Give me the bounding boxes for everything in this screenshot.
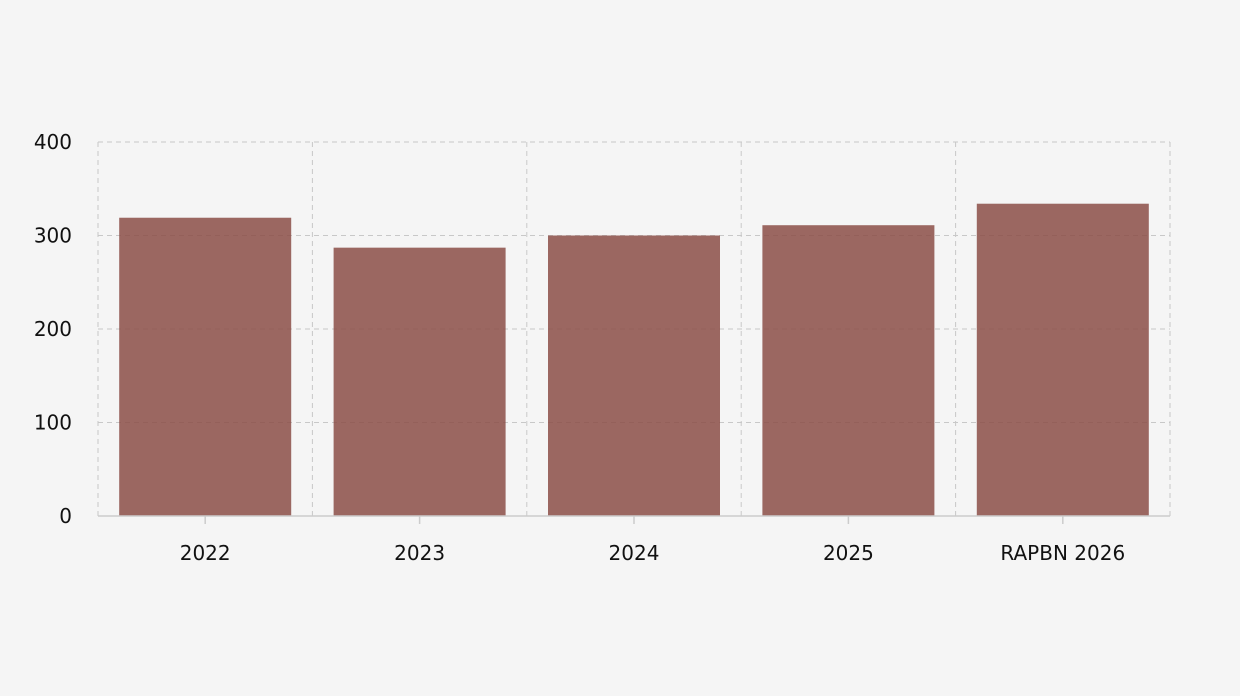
y-tick-label: 400 [34, 130, 72, 154]
bar-2023 [333, 247, 506, 516]
x-tick-label: 2024 [609, 541, 660, 565]
x-tick-label: 2025 [823, 541, 874, 565]
bar-rapbn-2026 [976, 203, 1149, 516]
bar-2025 [762, 225, 935, 516]
axes [98, 515, 1170, 524]
y-axis-labels: 0 100 200 300 400 [34, 130, 72, 528]
y-tick-label: 100 [34, 411, 72, 435]
y-tick-label: 200 [34, 317, 72, 341]
y-tick-label: 300 [34, 224, 72, 248]
bar-2022 [119, 217, 292, 517]
bars [119, 203, 1149, 517]
x-tick-label: 2022 [180, 541, 231, 565]
y-tick-label: 0 [59, 504, 72, 528]
x-tick-label: 2023 [394, 541, 445, 565]
x-axis-labels: 2022 2023 2024 2025 RAPBN 2026 [180, 541, 1125, 565]
x-tick-label: RAPBN 2026 [1000, 541, 1125, 565]
bar-2024 [548, 235, 720, 516]
